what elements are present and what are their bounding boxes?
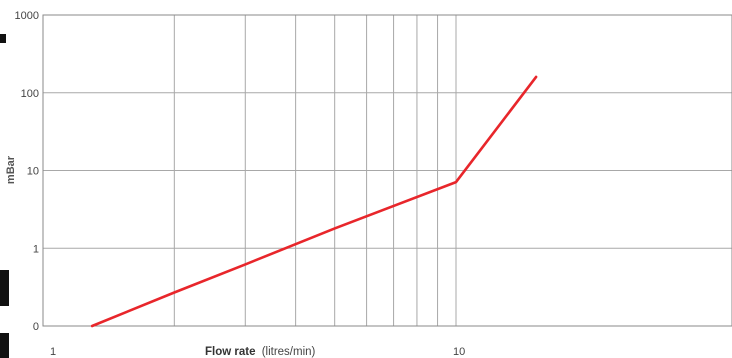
y-tick-label: 0 (33, 321, 39, 333)
series-group (90, 75, 538, 328)
x-axis-label-main: Flow rate (205, 346, 255, 358)
y-tick-label: 1000 (15, 10, 39, 22)
y-tick-label: 10 (27, 166, 39, 178)
edge-mark-middle (0, 270, 9, 306)
grid-lines (43, 14, 732, 327)
x-tick-label: 10 (453, 346, 465, 358)
plot-frame (42, 14, 732, 327)
y-tick-labels: 0 1 10 100 1000 (15, 10, 39, 333)
y-axis-label: mBar (5, 155, 17, 184)
x-tick-labels: 1 10 (50, 346, 465, 358)
y-tick-label: 100 (21, 88, 39, 100)
series-line (90, 75, 538, 328)
x-axis-label: Flow rate (litres/min) (205, 346, 316, 358)
y-tick-label: 1 (33, 243, 39, 255)
edge-mark-bottom (0, 333, 9, 358)
x-tick-label: 1 (50, 346, 56, 358)
x-axis-label-unit: (litres/min) (262, 346, 316, 358)
edge-mark-top (0, 34, 6, 43)
